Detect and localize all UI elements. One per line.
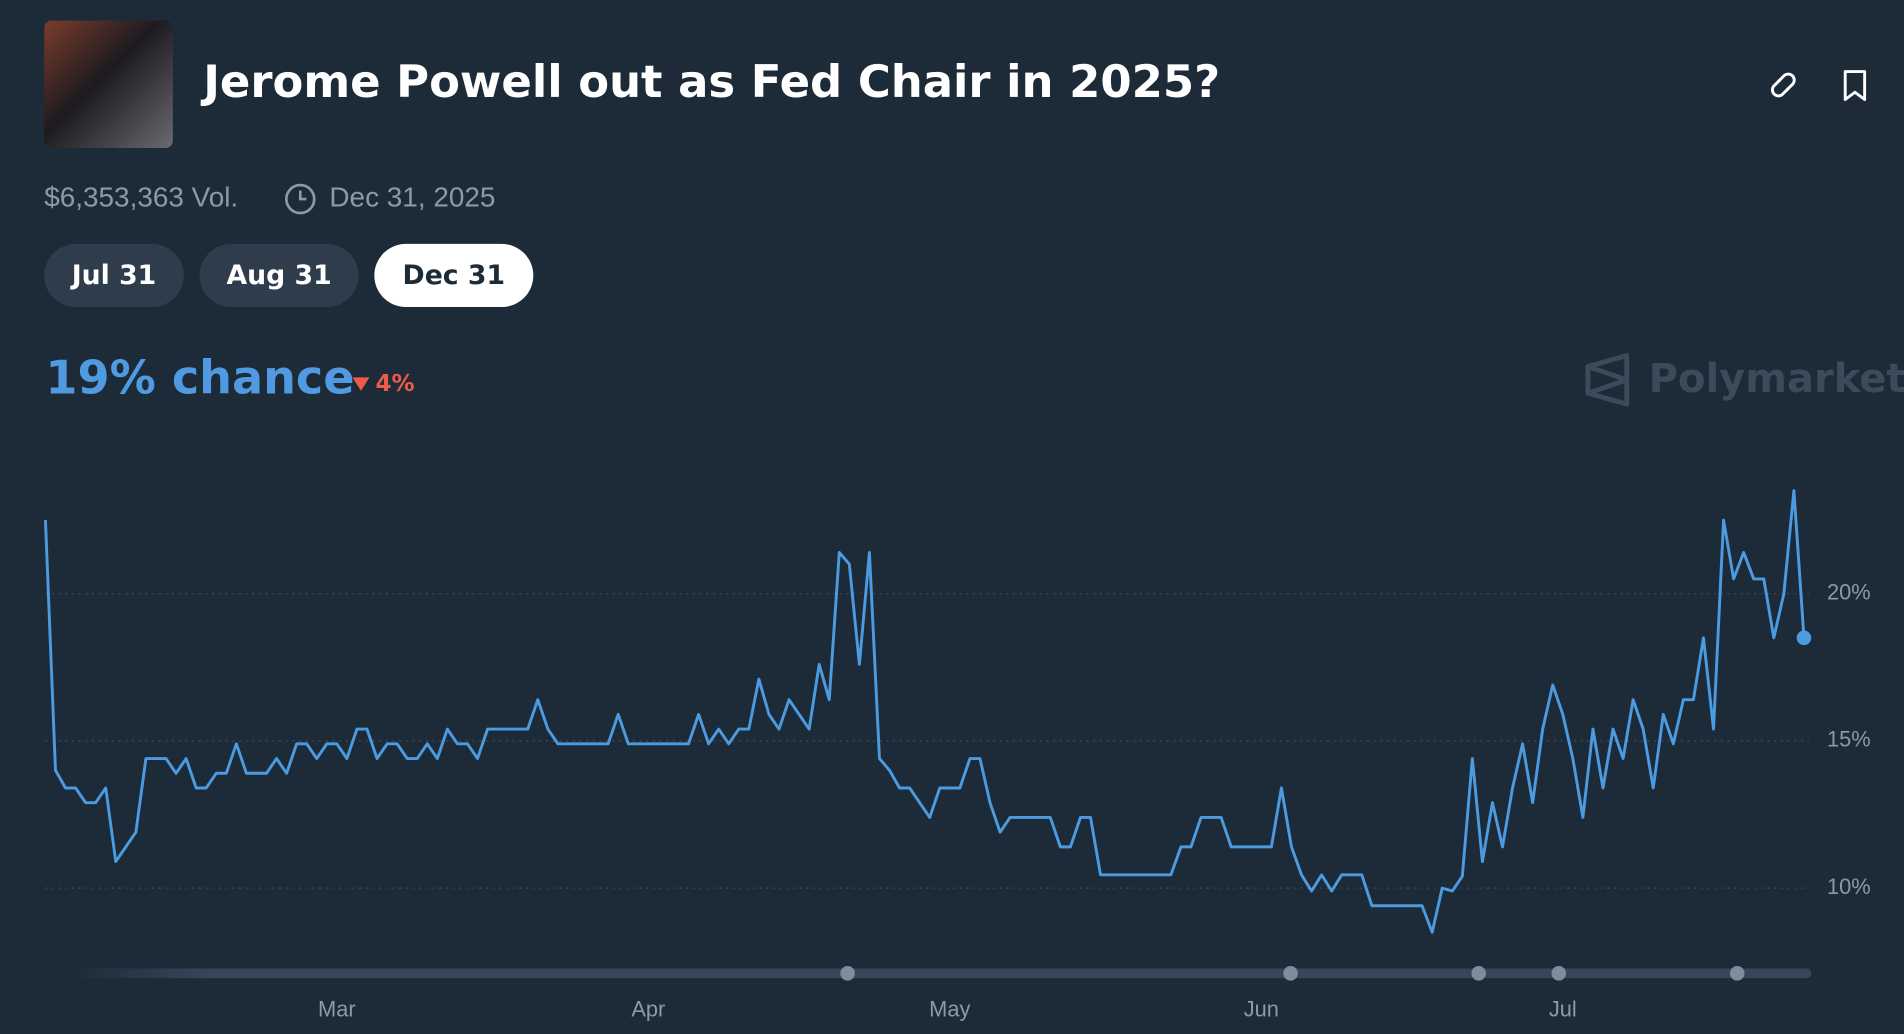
volume: $6,353,363 Vol. (44, 181, 238, 212)
tab[interactable]: Jul 31 (44, 243, 184, 308)
y-tick-label: 20% (1827, 579, 1871, 604)
price-line (43, 489, 1806, 934)
bookmark-icon[interactable] (1843, 70, 1867, 101)
chance: 19% chance (45, 351, 354, 405)
x-tick-label: Jul (1549, 997, 1577, 1022)
clock-icon (284, 183, 316, 215)
y-tick-label: 10% (1827, 874, 1871, 899)
change: 4% (376, 371, 415, 397)
tab-selected[interactable]: Dec 31 (374, 243, 534, 308)
plot: 10% 15% 20% Mar Apr May Jun Jul (43, 489, 1871, 1022)
brand-logo (1585, 353, 1630, 407)
market-image (44, 20, 173, 149)
down-arrow (352, 377, 370, 391)
tab-label[interactable]: Dec 31 (403, 260, 506, 291)
tab[interactable]: Aug 31 (199, 243, 359, 308)
tab-label[interactable]: Jul 31 (70, 260, 157, 291)
x-tick-label: Apr (631, 997, 665, 1022)
current-point (1796, 630, 1812, 646)
y-tick-label: 15% (1827, 727, 1871, 752)
x-tick-label: Jun (1244, 997, 1279, 1022)
tab-label[interactable]: Aug 31 (226, 260, 331, 291)
x-tick-label: May (929, 997, 970, 1022)
brand: Polymarket (1649, 356, 1904, 402)
time-scrubber[interactable] (73, 968, 1812, 979)
market-title: Jerome Powell out as Fed Chair in 2025? (200, 55, 1220, 108)
end-date: Dec 31, 2025 (329, 181, 495, 212)
scrubber-markers (840, 966, 1745, 981)
copy-link-icon[interactable] (1770, 72, 1796, 98)
x-tick-label: Mar (318, 997, 356, 1022)
